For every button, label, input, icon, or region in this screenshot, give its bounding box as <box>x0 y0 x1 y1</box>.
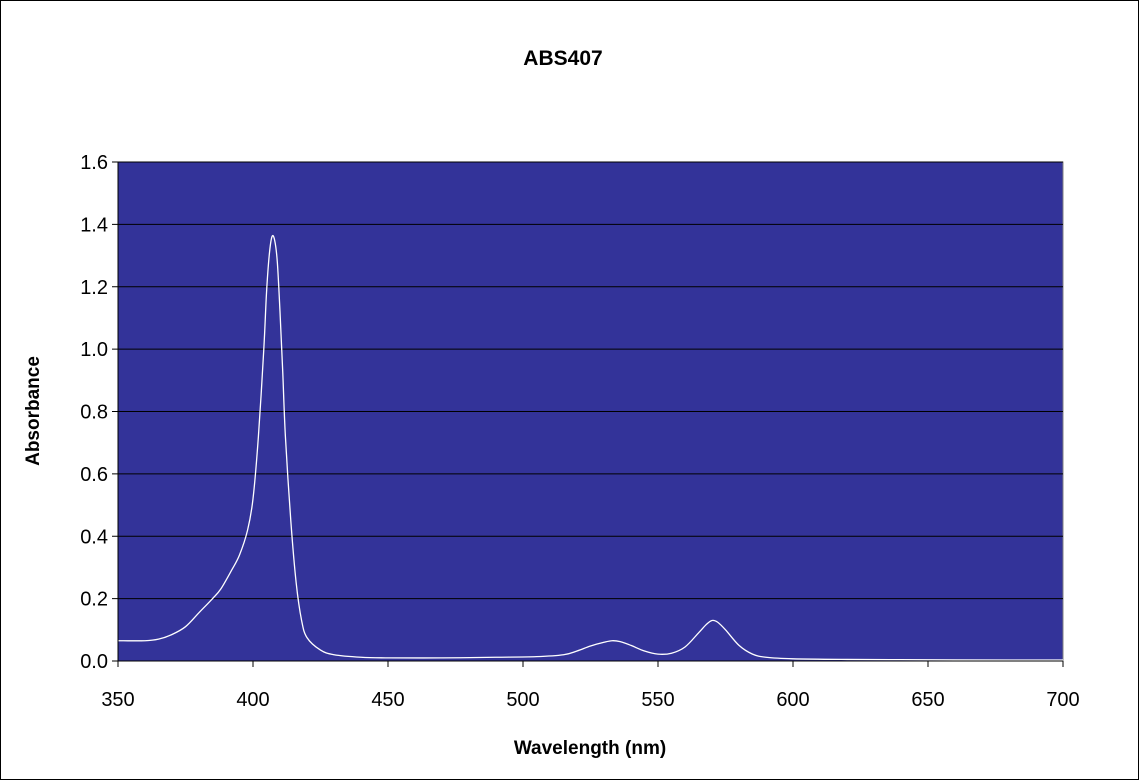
x-tick-label: 400 <box>236 689 269 711</box>
y-tick-label: 0.2 <box>80 589 108 611</box>
y-tick-label: 0.6 <box>80 464 108 486</box>
x-tick-label: 600 <box>776 689 809 711</box>
x-tick-label: 550 <box>641 689 674 711</box>
y-tick-label: 1.4 <box>80 214 108 236</box>
x-tick-label: 350 <box>101 689 134 711</box>
series-line-absorbance <box>117 234 1064 661</box>
y-tick-label: 1.6 <box>80 152 108 174</box>
x-tick-label: 700 <box>1046 689 1079 711</box>
y-tick-label: 0.0 <box>80 651 108 673</box>
y-tick-labels: 0.0 0.2 0.4 0.6 0.8 1.0 1.2 1.4 1.6 <box>80 152 108 673</box>
y-tick-label: 0.8 <box>80 402 108 424</box>
axes <box>112 161 1064 667</box>
x-tick-label: 650 <box>911 689 944 711</box>
x-tick-label: 500 <box>506 689 539 711</box>
x-tick-labels: 350 400 450 500 550 600 650 700 <box>101 689 1079 711</box>
y-axis-label: Absorbance <box>23 356 44 466</box>
chart-title: ABS407 <box>523 47 602 70</box>
y-tick-label: 0.4 <box>80 526 108 548</box>
y-tick-label: 1.0 <box>80 339 108 361</box>
y-tick-label: 1.2 <box>80 277 108 299</box>
x-axis-label: Wavelength (nm) <box>514 738 666 759</box>
grid-lines <box>118 161 1063 600</box>
x-tick-label: 450 <box>371 689 404 711</box>
